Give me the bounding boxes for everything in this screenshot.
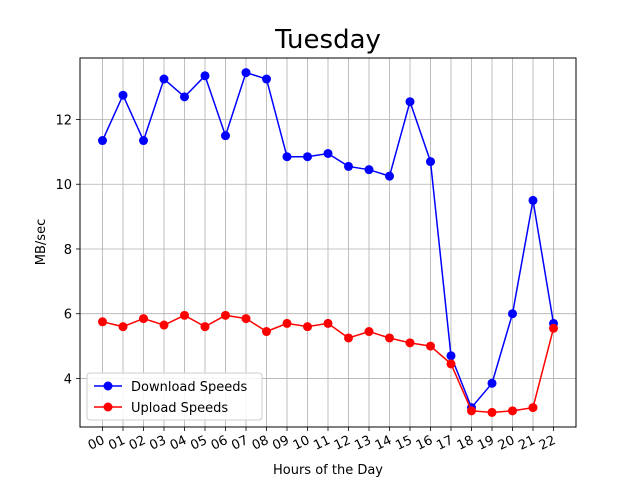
y-axis-label: MB/sec bbox=[34, 219, 49, 265]
x-tick-label: 11 bbox=[311, 433, 332, 454]
data-point-upload bbox=[405, 338, 415, 348]
data-point-upload bbox=[549, 323, 558, 333]
x-tick-label: 06 bbox=[209, 433, 230, 454]
data-point-download bbox=[200, 71, 210, 81]
data-point-upload bbox=[241, 314, 251, 324]
data-point-download bbox=[446, 351, 456, 361]
x-tick-label: 20 bbox=[496, 433, 517, 454]
data-point-upload bbox=[159, 320, 169, 330]
x-tick-label: 07 bbox=[229, 433, 250, 454]
data-point-upload bbox=[528, 403, 538, 413]
y-tick-label: 10 bbox=[55, 178, 72, 193]
x-tick-label: 19 bbox=[475, 433, 496, 454]
x-tick-label: 18 bbox=[455, 433, 476, 454]
data-point-download bbox=[241, 68, 251, 78]
y-tick-label: 6 bbox=[64, 308, 72, 323]
legend-marker-download bbox=[103, 381, 113, 391]
data-point-download bbox=[426, 157, 435, 167]
data-point-upload bbox=[508, 406, 517, 416]
data-point-upload bbox=[344, 333, 353, 343]
x-tick-label: 02 bbox=[127, 433, 148, 454]
y-tick-label: 4 bbox=[64, 372, 72, 387]
data-point-download bbox=[159, 74, 169, 84]
data-point-download bbox=[385, 171, 394, 181]
legend-label-upload: Upload Speeds bbox=[131, 401, 228, 416]
data-point-download bbox=[262, 74, 271, 84]
data-point-download bbox=[487, 378, 497, 388]
legend-marker-upload bbox=[103, 402, 113, 412]
data-point-upload bbox=[364, 327, 374, 337]
data-point-download bbox=[221, 131, 230, 141]
data-point-upload bbox=[385, 333, 394, 343]
legend-label-download: Download Speeds bbox=[131, 380, 248, 395]
data-point-download bbox=[344, 161, 353, 171]
data-point-upload bbox=[98, 317, 107, 327]
data-point-upload bbox=[487, 407, 497, 417]
data-point-upload bbox=[118, 322, 128, 332]
data-point-upload bbox=[221, 310, 230, 320]
data-point-download bbox=[508, 309, 517, 319]
x-axis-label: Hours of the Day bbox=[273, 463, 383, 478]
x-tick-label: 01 bbox=[106, 433, 127, 454]
x-tick-label: 12 bbox=[332, 433, 353, 454]
data-point-upload bbox=[262, 327, 271, 337]
x-tick-label: 14 bbox=[373, 433, 394, 454]
x-tick-label: 10 bbox=[291, 433, 312, 454]
grid-lines bbox=[80, 58, 576, 427]
legend-box bbox=[86, 372, 263, 421]
data-point-upload bbox=[323, 318, 333, 328]
x-tick-label: 13 bbox=[352, 433, 373, 454]
x-tick-label: 16 bbox=[414, 433, 435, 454]
data-point-upload bbox=[426, 341, 435, 351]
x-tick-label: 04 bbox=[168, 433, 189, 454]
x-tick-label: 00 bbox=[86, 433, 107, 454]
x-tick-label: 21 bbox=[516, 433, 537, 454]
data-point-download bbox=[323, 148, 333, 158]
x-tick-label: 03 bbox=[147, 433, 168, 454]
data-point-upload bbox=[200, 322, 210, 332]
data-point-download bbox=[303, 152, 312, 162]
data-point-upload bbox=[139, 314, 148, 324]
x-axis: 00 01 02 03 04 05 06 07 08 09 10 11 12 13 14 15 16 17 18 19… bbox=[86, 427, 558, 454]
y-tick-label: 8 bbox=[64, 243, 72, 258]
data-point-upload bbox=[467, 406, 476, 416]
x-tick-label: 17 bbox=[434, 433, 455, 454]
data-point-download bbox=[118, 90, 128, 100]
data-point-download bbox=[528, 195, 538, 205]
series-layer bbox=[98, 68, 558, 417]
data-point-download bbox=[405, 97, 415, 107]
data-point-upload bbox=[180, 310, 189, 320]
data-point-download bbox=[139, 136, 148, 146]
x-tick-label: 15 bbox=[393, 433, 414, 454]
x-tick-label: 08 bbox=[250, 433, 271, 454]
data-point-download bbox=[364, 165, 374, 175]
y-axis: 4 6 8 10 12 bbox=[55, 114, 80, 387]
x-tick-label: 22 bbox=[537, 433, 558, 454]
data-point-download bbox=[180, 92, 189, 102]
chart-title: Tuesday bbox=[274, 25, 381, 55]
y-tick-label: 12 bbox=[55, 114, 72, 129]
data-point-download bbox=[282, 152, 292, 162]
x-tick-label: 09 bbox=[270, 433, 291, 454]
data-point-upload bbox=[303, 322, 312, 332]
legend: Download Speeds Upload Speeds bbox=[86, 372, 263, 421]
data-point-download bbox=[98, 136, 107, 146]
data-point-upload bbox=[446, 359, 456, 369]
x-tick-label: 05 bbox=[188, 433, 209, 454]
data-point-upload bbox=[282, 318, 292, 328]
